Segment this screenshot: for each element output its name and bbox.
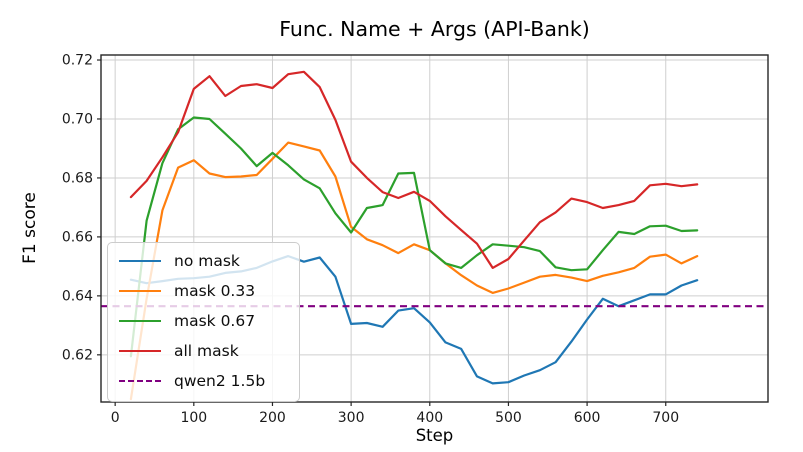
y-tick-label: 0.62 bbox=[62, 347, 93, 363]
legend-item-all-mask: all mask bbox=[108, 336, 299, 366]
legend-line-sample bbox=[119, 290, 161, 292]
legend-line-sample bbox=[119, 380, 161, 382]
legend-label: mask 0.33 bbox=[174, 282, 256, 300]
legend-label: mask 0.67 bbox=[174, 312, 256, 330]
chart-title: Func. Name + Args (API-Bank) bbox=[279, 17, 590, 41]
y-tick-label: 0.70 bbox=[62, 111, 93, 127]
legend-label: no mask bbox=[174, 252, 240, 270]
x-tick-label: 200 bbox=[259, 410, 286, 426]
x-tick-label: 0 bbox=[111, 410, 120, 426]
x-tick-label: 500 bbox=[495, 410, 522, 426]
x-tick-label: 300 bbox=[338, 410, 365, 426]
series-line-3 bbox=[129, 70, 699, 269]
series-line-1 bbox=[129, 141, 699, 401]
x-tick-label: 100 bbox=[180, 410, 207, 426]
legend-label: all mask bbox=[174, 342, 239, 360]
legend: no mask mask 0.33 mask 0.67 all mask qwe… bbox=[107, 242, 300, 402]
y-axis-label: F1 score bbox=[20, 192, 40, 264]
legend-line-sample bbox=[119, 260, 161, 262]
legend-item-mask-067: mask 0.67 bbox=[108, 306, 299, 336]
legend-item-mask-033: mask 0.33 bbox=[108, 276, 299, 306]
y-tick-label: 0.68 bbox=[62, 170, 93, 186]
y-tick-label: 0.66 bbox=[62, 229, 93, 245]
x-tick-label: 400 bbox=[416, 410, 443, 426]
x-axis-label: Step bbox=[415, 426, 454, 445]
legend-item-qwen2: qwen2 1.5b bbox=[108, 366, 299, 396]
x-tick-label: 600 bbox=[574, 410, 601, 426]
legend-item-no-mask: no mask bbox=[108, 246, 299, 276]
plot-border bbox=[100, 54, 769, 403]
legend-line-sample bbox=[119, 320, 161, 322]
x-tick-label: 700 bbox=[652, 410, 679, 426]
legend-line-sample bbox=[119, 350, 161, 352]
y-tick-label: 0.72 bbox=[62, 53, 93, 69]
series-line-2 bbox=[129, 116, 699, 358]
y-tick-label: 0.64 bbox=[62, 288, 93, 304]
legend-label: qwen2 1.5b bbox=[174, 372, 266, 390]
